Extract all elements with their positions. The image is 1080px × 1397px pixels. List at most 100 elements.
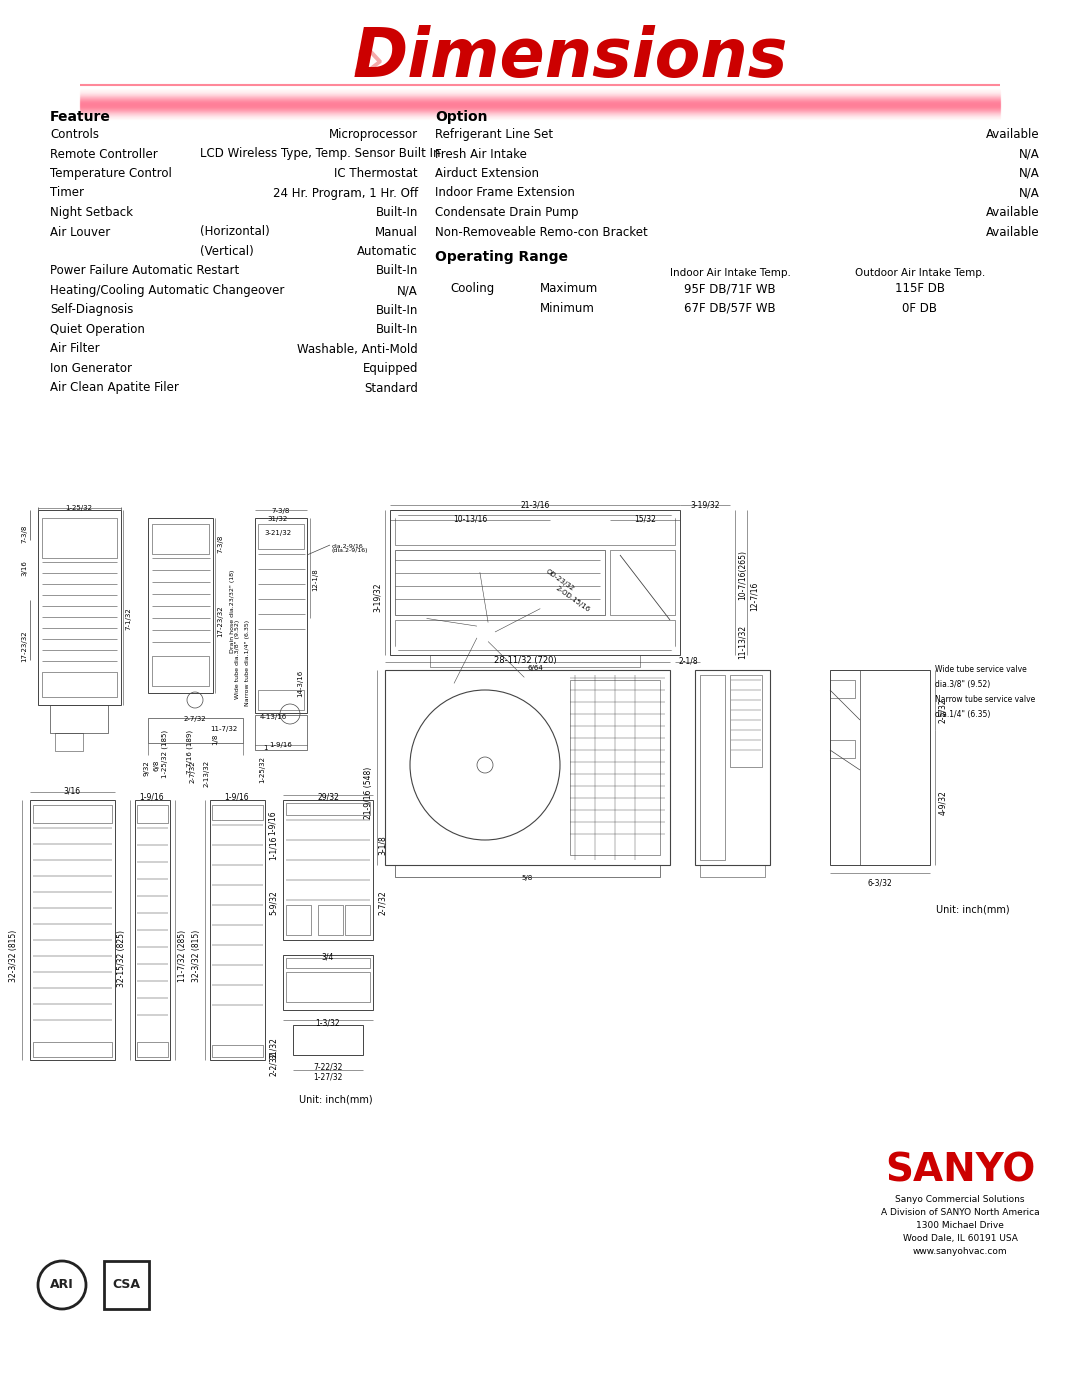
Text: Fresh Air Intake: Fresh Air Intake <box>435 148 527 161</box>
Text: 5/8: 5/8 <box>522 875 532 882</box>
Text: Sanyo Commercial Solutions: Sanyo Commercial Solutions <box>895 1194 1025 1204</box>
Text: Outdoor Air Intake Temp.: Outdoor Air Intake Temp. <box>855 268 985 278</box>
Bar <box>152 657 210 686</box>
Text: SANYO: SANYO <box>885 1151 1036 1189</box>
Bar <box>30 800 114 1060</box>
Bar <box>152 524 210 555</box>
Bar <box>610 550 675 615</box>
Bar <box>210 800 265 1060</box>
Text: Wide tube dia.3/8" (9.52): Wide tube dia.3/8" (9.52) <box>235 620 240 700</box>
Text: 21-9/16 (548): 21-9/16 (548) <box>364 767 373 819</box>
Bar <box>286 958 370 968</box>
Text: N/A: N/A <box>1020 168 1040 180</box>
Text: 7-1/32: 7-1/32 <box>125 608 131 630</box>
Text: 1-25/32: 1-25/32 <box>259 756 265 782</box>
Text: 2-7/32: 2-7/32 <box>378 890 387 915</box>
Text: LCD Wireless Type, Temp. Sensor Built In: LCD Wireless Type, Temp. Sensor Built In <box>200 148 441 161</box>
Text: Cooling: Cooling <box>450 282 495 295</box>
Bar <box>42 672 117 697</box>
Text: 1-25/32 (185): 1-25/32 (185) <box>162 731 168 778</box>
Text: 1-3/32: 1-3/32 <box>315 1018 340 1027</box>
Text: ARI: ARI <box>50 1278 73 1291</box>
Text: 7-3/8: 7-3/8 <box>272 509 291 514</box>
Bar <box>33 1042 112 1058</box>
Bar <box>255 518 307 712</box>
Text: 1: 1 <box>262 745 267 752</box>
Bar <box>33 805 112 823</box>
Bar <box>38 510 121 705</box>
Text: www.sanyohvac.com: www.sanyohvac.com <box>913 1248 1008 1256</box>
Bar <box>137 1042 168 1058</box>
Bar <box>700 865 765 877</box>
Text: N/A: N/A <box>1020 187 1040 200</box>
Text: 32-3/32 (815): 32-3/32 (815) <box>192 930 201 982</box>
Text: 2-7/32: 2-7/32 <box>184 717 206 722</box>
Text: Indoor Air Intake Temp.: Indoor Air Intake Temp. <box>670 268 791 278</box>
Text: Equipped: Equipped <box>363 362 418 374</box>
Text: 2-2/32: 2-2/32 <box>269 1052 278 1077</box>
Text: dia.2-9/16: dia.2-9/16 <box>332 543 364 548</box>
Text: Air Filter: Air Filter <box>50 342 99 355</box>
Text: Available: Available <box>986 205 1040 219</box>
Text: 9/32: 9/32 <box>144 760 150 775</box>
Text: Wood Dale, IL 60191 USA: Wood Dale, IL 60191 USA <box>903 1234 1017 1243</box>
Text: 31/32: 31/32 <box>269 1037 278 1059</box>
Text: Option: Option <box>435 110 487 124</box>
Text: 3/16: 3/16 <box>21 560 27 576</box>
Text: Ion Generator: Ion Generator <box>50 362 132 374</box>
Text: Controls: Controls <box>50 129 99 141</box>
Bar <box>430 655 640 666</box>
Text: 15/32: 15/32 <box>634 515 656 524</box>
Text: 6/64: 6/64 <box>527 665 543 671</box>
Text: Narrow tube dia.1/4" (6.35): Narrow tube dia.1/4" (6.35) <box>245 620 249 705</box>
Text: Power Failure Automatic Restart: Power Failure Automatic Restart <box>50 264 240 278</box>
Text: 1-25/32: 1-25/32 <box>66 504 93 511</box>
Text: 2-5/32: 2-5/32 <box>939 698 947 722</box>
Text: 12-1/8: 12-1/8 <box>312 569 318 591</box>
Text: dia.3/8" (9.52): dia.3/8" (9.52) <box>935 680 990 689</box>
Text: Air Clean Apatite Filer: Air Clean Apatite Filer <box>50 381 179 394</box>
Text: 2-1/8: 2-1/8 <box>678 657 698 665</box>
Text: OD-23/32: OD-23/32 <box>545 569 576 592</box>
Bar <box>137 805 168 823</box>
Text: 1/8: 1/8 <box>212 733 218 746</box>
Text: 3-21/32: 3-21/32 <box>265 529 292 536</box>
Text: 21-3/16: 21-3/16 <box>521 500 550 509</box>
Bar <box>395 620 675 650</box>
Text: Non-Removeable Remo-con Bracket: Non-Removeable Remo-con Bracket <box>435 225 648 239</box>
Text: Microprocessor: Microprocessor <box>329 129 418 141</box>
Bar <box>212 1045 264 1058</box>
Bar <box>135 800 170 1060</box>
Bar <box>55 733 83 752</box>
Text: Indoor Frame Extension: Indoor Frame Extension <box>435 187 575 200</box>
Text: 17-23/32: 17-23/32 <box>217 605 222 637</box>
Text: 67F DB/57F WB: 67F DB/57F WB <box>685 302 775 314</box>
Text: 2-OD.15/16: 2-OD.15/16 <box>555 585 592 613</box>
Bar <box>831 680 855 698</box>
Text: Narrow tube service valve: Narrow tube service valve <box>935 694 1036 704</box>
Text: 3-1/8: 3-1/8 <box>378 835 387 855</box>
Bar <box>258 524 303 549</box>
Bar <box>212 805 264 820</box>
Text: Minimum: Minimum <box>540 302 595 314</box>
Text: 6-3/32: 6-3/32 <box>867 879 892 888</box>
Text: Washable, Anti-Mold: Washable, Anti-Mold <box>297 342 418 355</box>
Text: 1-1/16: 1-1/16 <box>269 835 278 859</box>
Bar <box>395 515 675 545</box>
Text: 2-13/32: 2-13/32 <box>204 760 210 787</box>
Text: 24 Hr. Program, 1 Hr. Off: 24 Hr. Program, 1 Hr. Off <box>273 187 418 200</box>
Text: Air Louver: Air Louver <box>50 225 110 239</box>
Text: 17-23/32: 17-23/32 <box>21 630 27 662</box>
Text: 11-7/32: 11-7/32 <box>211 726 238 732</box>
Text: 5-9/32: 5-9/32 <box>269 890 278 915</box>
Bar <box>395 865 660 877</box>
Text: dia.1/4" (6.35): dia.1/4" (6.35) <box>935 710 990 719</box>
Text: 28-11/32 (720): 28-11/32 (720) <box>494 657 556 665</box>
Text: 31/32: 31/32 <box>268 515 288 522</box>
Text: Operating Range: Operating Range <box>435 250 568 264</box>
Text: Maximum: Maximum <box>540 282 598 295</box>
Text: Dimensions: Dimensions <box>352 25 787 91</box>
Bar <box>258 690 303 710</box>
Text: »: » <box>351 35 386 88</box>
Bar <box>286 803 370 814</box>
